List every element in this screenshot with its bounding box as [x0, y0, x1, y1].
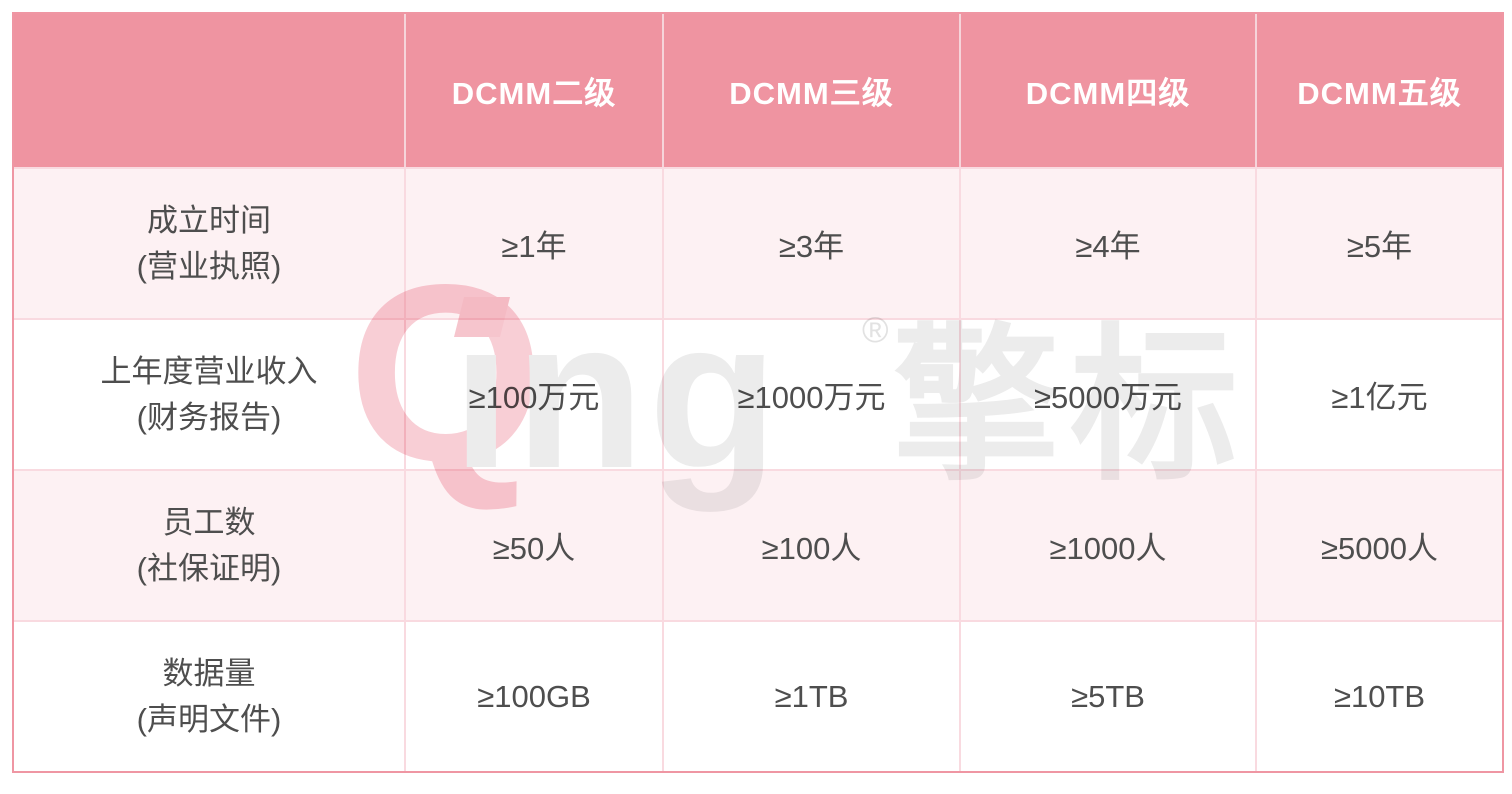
cell-employee-count-level5: ≥5000人 [1255, 469, 1502, 620]
dcmm-requirements-table: DCMM二级 DCMM三级 DCMM四级 DCMM五级 成立时间 (营业执照) … [12, 12, 1504, 773]
col-header-dcmm-level3: DCMM三级 [662, 14, 959, 167]
row-label-employee-count: 员工数 (社保证明) [14, 469, 404, 620]
row-label-annual-revenue: 上年度营业收入 (财务报告) [14, 318, 404, 469]
cell-annual-revenue-level5: ≥1亿元 [1255, 318, 1502, 469]
cell-data-volume-level4: ≥5TB [959, 620, 1255, 771]
cell-founding-time-level5: ≥5年 [1255, 167, 1502, 318]
cell-founding-time-level4: ≥4年 [959, 167, 1255, 318]
col-header-dcmm-level4: DCMM四级 [959, 14, 1255, 167]
col-header-dcmm-level2: DCMM二级 [404, 14, 662, 167]
cell-employee-count-level2: ≥50人 [404, 469, 662, 620]
cell-founding-time-level2: ≥1年 [404, 167, 662, 318]
table-header-row: DCMM二级 DCMM三级 DCMM四级 DCMM五级 [14, 14, 1502, 167]
row-label-founding-time: 成立时间 (营业执照) [14, 167, 404, 318]
cell-data-volume-level3: ≥1TB [662, 620, 959, 771]
cell-employee-count-level4: ≥1000人 [959, 469, 1255, 620]
table-row-annual-revenue: 上年度营业收入 (财务报告) ≥100万元 ≥1000万元 ≥5000万元 ≥1… [14, 318, 1502, 469]
table-row-founding-time: 成立时间 (营业执照) ≥1年 ≥3年 ≥4年 ≥5年 [14, 167, 1502, 318]
cell-employee-count-level3: ≥100人 [662, 469, 959, 620]
corner-cell [14, 14, 404, 167]
row-label-data-volume: 数据量 (声明文件) [14, 620, 404, 771]
cell-founding-time-level3: ≥3年 [662, 167, 959, 318]
col-header-dcmm-level5: DCMM五级 [1255, 14, 1502, 167]
cell-annual-revenue-level4: ≥5000万元 [959, 318, 1255, 469]
cell-data-volume-level2: ≥100GB [404, 620, 662, 771]
cell-annual-revenue-level2: ≥100万元 [404, 318, 662, 469]
table-row-employee-count: 员工数 (社保证明) ≥50人 ≥100人 ≥1000人 ≥5000人 [14, 469, 1502, 620]
cell-annual-revenue-level3: ≥1000万元 [662, 318, 959, 469]
table-row-data-volume: 数据量 (声明文件) ≥100GB ≥1TB ≥5TB ≥10TB [14, 620, 1502, 771]
cell-data-volume-level5: ≥10TB [1255, 620, 1502, 771]
